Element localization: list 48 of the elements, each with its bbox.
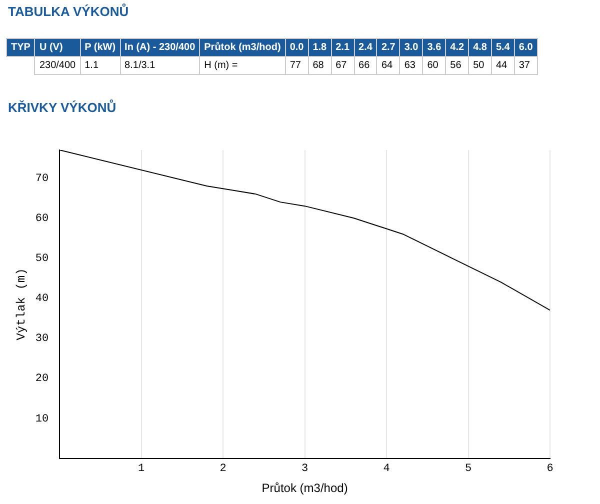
text: 4.2 bbox=[446, 38, 469, 56]
text: 37 bbox=[514, 56, 538, 74]
x-tick-label: 1 bbox=[138, 462, 146, 475]
text: P (kW) bbox=[80, 38, 120, 56]
text: 63 bbox=[400, 56, 423, 74]
x-tick-label: 5 bbox=[464, 462, 472, 475]
text: 0.0 bbox=[285, 38, 308, 56]
text: 64 bbox=[376, 56, 400, 74]
text: 3.0 bbox=[400, 38, 423, 56]
text: 68 bbox=[308, 56, 332, 74]
text: 4.8 bbox=[468, 38, 492, 56]
text: 3.6 bbox=[422, 38, 446, 56]
text: 2.1 bbox=[331, 38, 354, 56]
y-tick-label: 40 bbox=[35, 293, 49, 306]
text: 50 bbox=[468, 56, 492, 74]
x-tick-label: 2 bbox=[220, 462, 226, 475]
text: U (V) bbox=[34, 38, 80, 56]
text: 1.1 bbox=[80, 56, 120, 74]
text: 44 bbox=[491, 56, 514, 74]
x-tick-label: 3 bbox=[301, 462, 308, 475]
text: 6.0 bbox=[514, 38, 538, 56]
text: 230/400 bbox=[34, 56, 80, 74]
x-axis-title: Průtok (m3/hod) bbox=[262, 481, 348, 496]
chart-title: TABULKA VÝKONŮ bbox=[8, 4, 129, 19]
text: 8.1/3.1 bbox=[120, 56, 200, 74]
text: 1.8 bbox=[308, 38, 332, 56]
text: 60 bbox=[422, 56, 446, 74]
text: H (m) = bbox=[200, 56, 286, 74]
text: TYP bbox=[6, 38, 35, 56]
text: 77 bbox=[285, 56, 308, 74]
y-axis-title: Výtlak (m) bbox=[14, 268, 28, 340]
y-tick-label: 60 bbox=[35, 212, 49, 225]
y-tick-label: 30 bbox=[35, 333, 49, 346]
text: In (A) - 230/400 bbox=[120, 38, 200, 56]
text: 56 bbox=[446, 56, 469, 74]
y-tick-label: 10 bbox=[35, 413, 49, 426]
text: 5.4 bbox=[491, 38, 514, 56]
text: 2.4 bbox=[354, 38, 377, 56]
x-tick-label: 6 bbox=[546, 462, 554, 475]
y-tick-label: 50 bbox=[35, 253, 49, 266]
text: 66 bbox=[354, 56, 377, 74]
text: 67 bbox=[331, 56, 354, 74]
x-tick-label: 4 bbox=[383, 462, 390, 475]
y-tick-label: 70 bbox=[35, 172, 49, 185]
y-tick-label: 20 bbox=[35, 373, 49, 386]
chart-subtitle: KŘIVKY VÝKONŮ bbox=[8, 100, 116, 115]
text: 2.7 bbox=[376, 38, 400, 56]
text: Průtok (m3/hod) bbox=[200, 38, 286, 56]
